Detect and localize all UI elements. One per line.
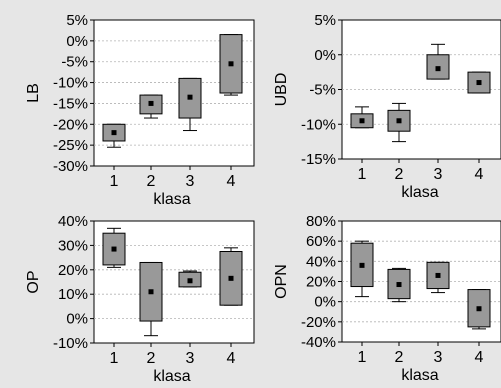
mean-marker bbox=[476, 80, 482, 86]
x-tick-label: 4 bbox=[227, 350, 236, 367]
y-tick-label: -10% bbox=[301, 116, 336, 133]
x-axis-title: klasa bbox=[401, 367, 438, 384]
x-tick-label: 3 bbox=[186, 173, 195, 190]
y-axis-title: OP bbox=[25, 270, 42, 293]
y-tick-label: -30% bbox=[53, 158, 88, 175]
x-tick-label: 2 bbox=[395, 166, 404, 183]
mean-marker bbox=[111, 130, 117, 136]
box-category-2 bbox=[139, 94, 163, 119]
x-tick-label: 4 bbox=[227, 173, 236, 190]
y-tick-label: 80% bbox=[306, 213, 336, 230]
mean-marker bbox=[148, 100, 154, 106]
box-category-4 bbox=[467, 289, 491, 330]
y-tick-label: 0% bbox=[314, 294, 336, 311]
box-category-2 bbox=[139, 261, 163, 337]
y-tick-label: 20% bbox=[306, 274, 336, 291]
y-tick-label: 0% bbox=[66, 33, 88, 50]
y-tick-label: -10% bbox=[53, 75, 88, 92]
chart-panel-opn: 80% 60% 40% 20% 0% -20% -40% 1 2 3 4 klasa OPN bbox=[273, 213, 501, 384]
mean-marker bbox=[111, 246, 117, 252]
y-tick-label: 10% bbox=[58, 286, 88, 303]
y-tick-label: -15% bbox=[301, 151, 336, 168]
box-category-3 bbox=[426, 261, 450, 294]
chart-panel-lb: 5% 0% -5% -10% -15% -20% -25% -30% 1 2 3 4 klasa LB bbox=[25, 12, 255, 208]
x-tick-label: 2 bbox=[147, 173, 156, 190]
y-axis-title: LB bbox=[25, 83, 42, 103]
chart-panel-ubd: 5% 0% -5% -10% -15% 1 2 3 4 klasa UBD bbox=[273, 12, 501, 201]
box-category-1 bbox=[102, 227, 126, 268]
mean-marker bbox=[435, 66, 441, 72]
y-tick-label: 5% bbox=[66, 12, 88, 29]
y-tick-label: 40% bbox=[58, 213, 88, 230]
box-category-4 bbox=[467, 71, 491, 94]
mean-marker bbox=[148, 289, 154, 295]
y-tick-label: -40% bbox=[301, 334, 336, 351]
box-category-1 bbox=[102, 123, 126, 148]
y-tick-label: 0% bbox=[314, 47, 336, 64]
y-tick-label: -15% bbox=[53, 95, 88, 112]
chart-panel-op: 40% 30% 20% 10% 0% -10% 1 2 3 4 klasa OP bbox=[25, 213, 255, 385]
mean-marker bbox=[396, 282, 402, 288]
x-tick-label: 3 bbox=[434, 349, 443, 366]
y-tick-label: -5% bbox=[61, 54, 88, 71]
x-tick-label: 3 bbox=[434, 166, 443, 183]
x-tick-label: 1 bbox=[358, 349, 367, 366]
mean-marker bbox=[187, 94, 193, 100]
y-tick-label: 30% bbox=[58, 237, 88, 254]
y-tick-label: -20% bbox=[301, 314, 336, 331]
mean-marker bbox=[396, 118, 402, 124]
mean-marker bbox=[228, 275, 234, 281]
y-tick-label: 60% bbox=[306, 233, 336, 250]
mean-marker bbox=[228, 61, 234, 67]
y-tick-label: -25% bbox=[53, 137, 88, 154]
y-tick-label: -20% bbox=[53, 116, 88, 133]
box-category-2 bbox=[387, 267, 411, 303]
y-tick-label: 0% bbox=[66, 311, 88, 328]
x-tick-label: 4 bbox=[475, 349, 484, 366]
box-category-1 bbox=[350, 106, 374, 129]
x-tick-label: 2 bbox=[147, 350, 156, 367]
mean-marker bbox=[476, 306, 482, 312]
mean-marker bbox=[359, 118, 365, 124]
y-tick-label: -10% bbox=[53, 335, 88, 352]
x-tick-label: 1 bbox=[110, 350, 119, 367]
y-tick-label: 5% bbox=[314, 12, 336, 29]
y-tick-label: 40% bbox=[306, 253, 336, 270]
y-axis-title: OPN bbox=[273, 264, 290, 299]
x-tick-label: 1 bbox=[110, 173, 119, 190]
x-tick-label: 4 bbox=[475, 166, 484, 183]
box-category-3 bbox=[178, 77, 202, 132]
box-category-2 bbox=[387, 102, 411, 143]
x-axis-title: klasa bbox=[401, 184, 438, 201]
x-tick-label: 3 bbox=[186, 350, 195, 367]
box-category-4 bbox=[219, 247, 243, 306]
y-tick-label: 20% bbox=[58, 262, 88, 279]
y-tick-label: -5% bbox=[309, 82, 336, 99]
mean-marker bbox=[435, 272, 441, 278]
box-category-1 bbox=[350, 240, 374, 298]
x-tick-label: 2 bbox=[395, 349, 404, 366]
mean-marker bbox=[359, 262, 365, 268]
box-category-4 bbox=[219, 34, 243, 96]
x-tick-label: 1 bbox=[358, 166, 367, 183]
y-axis-title: UBD bbox=[273, 73, 290, 107]
box-category-3 bbox=[426, 43, 450, 80]
box-category-3 bbox=[178, 270, 202, 288]
x-axis-title: klasa bbox=[153, 368, 190, 385]
x-axis-title: klasa bbox=[153, 191, 190, 208]
mean-marker bbox=[187, 278, 193, 284]
